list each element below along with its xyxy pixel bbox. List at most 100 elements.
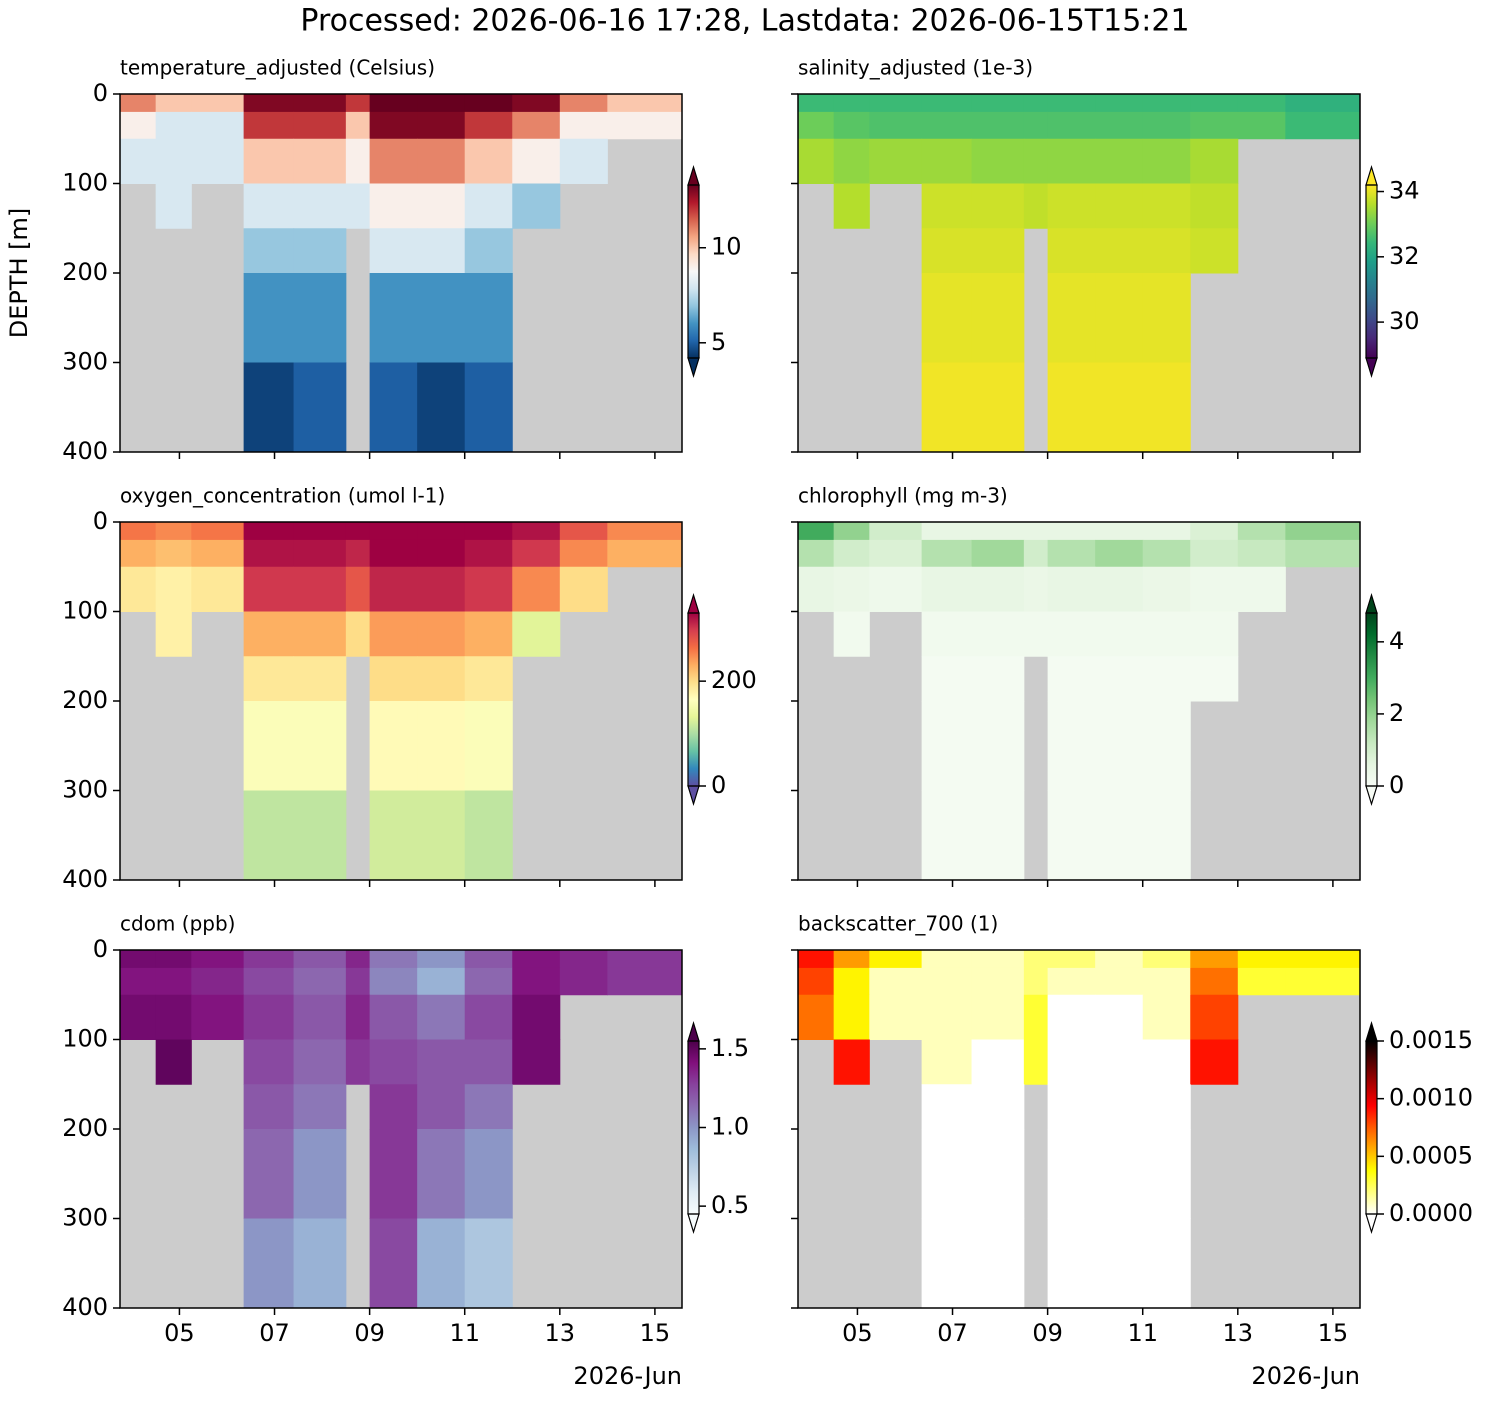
heatmap-cell xyxy=(559,967,608,996)
heatmap-cell xyxy=(1142,656,1191,702)
heatmap-cell xyxy=(345,967,371,996)
heatmap-cell xyxy=(243,611,295,657)
heatmap-cell xyxy=(464,790,513,881)
heatmap-cell xyxy=(1023,138,1049,184)
heatmap-cell xyxy=(293,967,347,996)
heatmap-cell xyxy=(833,1039,870,1085)
heatmap-cell xyxy=(1047,362,1096,453)
heatmap-cell xyxy=(1095,1039,1144,1085)
heatmap-cell xyxy=(1142,950,1191,969)
heatmap-cell xyxy=(971,94,1025,113)
heatmap-cell xyxy=(1237,94,1286,113)
heatmap-cell xyxy=(191,539,245,568)
heatmap-cell xyxy=(971,701,1025,791)
y-tick-label: 400 xyxy=(62,437,108,465)
heatmap-cell xyxy=(1047,1129,1096,1219)
heatmap-cell xyxy=(293,1129,347,1219)
heatmap-cell xyxy=(293,790,347,881)
heatmap-cell xyxy=(1237,566,1286,612)
heatmap-cell xyxy=(869,522,923,541)
heatmap-cell xyxy=(1285,950,1361,969)
heatmap-cell xyxy=(971,950,1025,969)
heatmap-cell xyxy=(1142,94,1191,113)
heatmap-cell xyxy=(1023,967,1049,996)
heatmap-cell xyxy=(921,183,973,229)
colorbar xyxy=(1366,185,1377,358)
heatmap-cell xyxy=(369,539,418,568)
heatmap-cell xyxy=(417,566,466,612)
heatmap-cell xyxy=(971,539,1025,568)
heatmap-cell xyxy=(1190,1039,1239,1085)
heatmap-cell xyxy=(293,1218,347,1309)
heatmap-cell xyxy=(293,94,347,113)
heatmap-cell xyxy=(243,138,295,184)
heatmap-cell xyxy=(1237,111,1286,140)
heatmap-cell xyxy=(464,138,513,184)
x-tick-label: 07 xyxy=(259,1319,290,1347)
heatmap-cell xyxy=(464,967,513,996)
x-tick-label: 09 xyxy=(354,1319,385,1347)
heatmap-cell xyxy=(293,994,347,1040)
heatmap-cell xyxy=(345,138,371,184)
heatmap-cell xyxy=(1023,111,1049,140)
heatmap-cell xyxy=(1285,111,1361,140)
heatmap-cell xyxy=(921,362,973,453)
heatmap-cell xyxy=(293,111,347,140)
heatmap-cell xyxy=(243,950,295,969)
y-tick-label: 0 xyxy=(93,79,108,107)
heatmap-cell xyxy=(464,522,513,541)
heatmap-cell xyxy=(1023,994,1049,1040)
heatmap-cell xyxy=(971,228,1025,274)
colorbar-tick-label: 0.0000 xyxy=(1389,1199,1473,1227)
heatmap-cell xyxy=(971,1039,1025,1085)
y-tick-label: 300 xyxy=(62,1204,108,1232)
heatmap-cell xyxy=(369,273,418,363)
heatmap-cell xyxy=(293,1084,347,1130)
heatmap-cell xyxy=(120,539,157,568)
heatmap-cell xyxy=(369,967,418,996)
heatmap-cell xyxy=(921,566,973,612)
heatmap-cell xyxy=(417,1218,466,1309)
heatmap-cell xyxy=(464,539,513,568)
y-tick-label: 400 xyxy=(62,865,108,893)
heatmap-cell xyxy=(798,111,835,140)
heatmap-cell xyxy=(243,362,295,453)
heatmap-cell xyxy=(345,111,371,140)
heatmap-cell xyxy=(369,950,418,969)
heatmap-cell xyxy=(464,611,513,657)
heatmap-cell xyxy=(155,138,192,184)
colorbar xyxy=(1366,1041,1377,1214)
heatmap-cell xyxy=(833,539,870,568)
heatmap-cell xyxy=(1142,566,1191,612)
heatmap-cell xyxy=(417,950,466,969)
heatmap-cell xyxy=(1095,362,1144,453)
heatmap-cell xyxy=(971,611,1025,657)
heatmap-cell xyxy=(1237,522,1286,541)
heatmap-cell xyxy=(1142,539,1191,568)
heatmap-cell xyxy=(369,566,418,612)
heatmap-cell xyxy=(1142,362,1191,453)
heatmap-cell xyxy=(971,566,1025,612)
heatmap-cell xyxy=(1047,701,1096,791)
heatmap-cell xyxy=(1047,138,1096,184)
heatmap-cell xyxy=(1095,94,1144,113)
heatmap-cell xyxy=(417,611,466,657)
heatmap-cell xyxy=(464,656,513,702)
x-tick-label: 05 xyxy=(164,1319,195,1347)
panel-title: salinity_adjusted (1e-3) xyxy=(798,56,1033,80)
heatmap-cell xyxy=(1095,1129,1144,1219)
heatmap-cell xyxy=(1142,611,1191,657)
heatmap-cell xyxy=(345,539,371,568)
heatmap-cell xyxy=(1023,522,1049,541)
heatmap-cell xyxy=(120,994,157,1040)
heatmap-cell xyxy=(921,228,973,274)
colorbar-tick-label: 5 xyxy=(711,328,726,356)
heatmap-cell xyxy=(921,701,973,791)
heatmap-cell xyxy=(798,950,835,969)
heatmap-cell xyxy=(464,1039,513,1085)
heatmap-cell xyxy=(464,950,513,969)
heatmap-cell xyxy=(464,362,513,453)
colorbar-tick-label: 4 xyxy=(1389,627,1404,655)
heatmap-cell xyxy=(417,790,466,881)
heatmap-cell xyxy=(293,566,347,612)
